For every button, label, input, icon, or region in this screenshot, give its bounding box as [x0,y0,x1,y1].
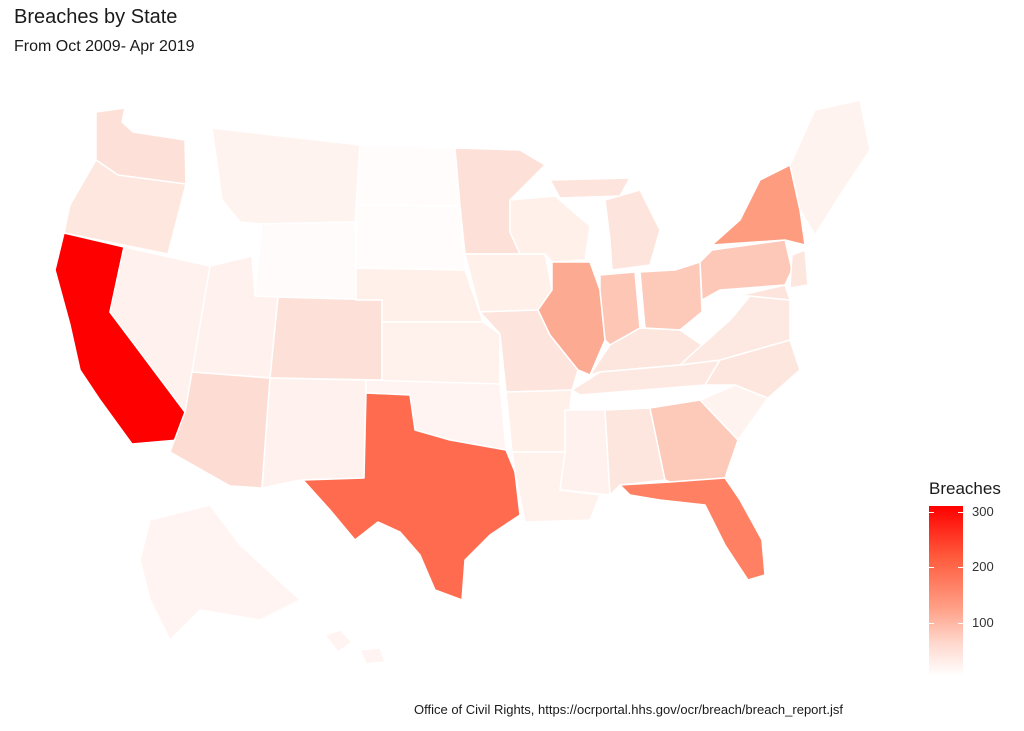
map-subtitle: From Oct 2009- Apr 2019 [14,38,195,55]
legend-tick [929,623,934,624]
state-colorado [269,296,383,381]
state-hawaii [324,629,386,665]
state-ohio [639,261,703,331]
state-wisconsin [509,195,591,263]
state-west-virginia [689,295,751,346]
state-south-dakota [355,204,466,271]
state-pennsylvania [699,239,793,301]
legend-colorbar [929,506,963,676]
legend-tick-label: 300 [972,504,994,519]
legend-tick [958,623,963,624]
state-arkansas [505,389,573,453]
state-new-jersey [789,249,809,289]
state-kansas [381,321,501,385]
state-new-mexico [261,377,367,489]
legend-tick-label: 200 [972,559,994,574]
legend-tick-label: 100 [972,615,994,630]
state-new-york [711,164,806,246]
legend-tick [929,567,934,568]
state-florida [619,477,766,581]
state-texas [302,392,521,601]
legend-title: Breaches [929,479,1001,498]
state-michigan [549,177,661,271]
state-north-dakota [356,144,461,207]
state-new-england [789,99,871,236]
legend-tick [958,512,963,513]
state-alaska [139,504,301,641]
state-iowa [464,253,553,313]
state-mississippi [559,409,611,496]
state-alabama [604,407,666,496]
map-title: Breaches by State [14,6,178,28]
state-wyoming [254,221,357,301]
state-illinois [537,261,606,376]
source-caption: Office of Civil Rights, https://ocrporta… [414,702,843,717]
legend-tick [958,567,963,568]
state-montana [211,127,361,225]
legend-tick [929,512,934,513]
state-maryland [737,284,791,301]
